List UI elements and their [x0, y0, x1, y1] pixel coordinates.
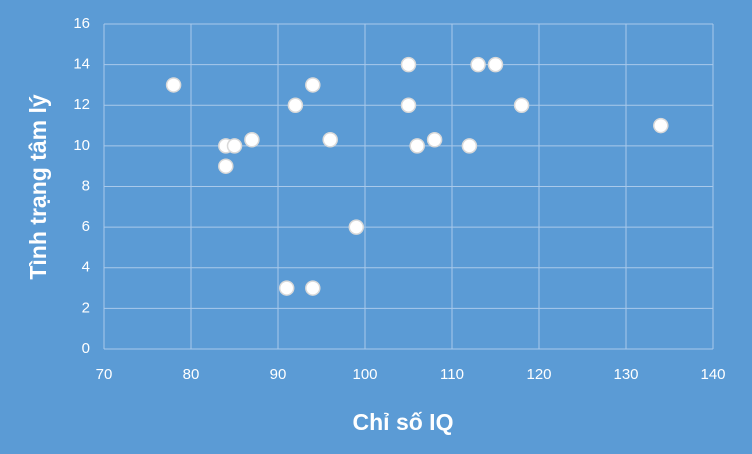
y-tick-label: 12: [73, 96, 90, 113]
y-tick-label: 16: [73, 15, 90, 32]
point: [322, 132, 338, 148]
y-tick-label: 14: [73, 56, 90, 73]
y-tick-label: 8: [82, 177, 90, 194]
x-tick-label: 130: [613, 366, 638, 383]
point: [487, 56, 504, 73]
point: [165, 77, 182, 93]
point: [305, 280, 321, 296]
y-tick-label: 10: [73, 137, 90, 154]
x-tick-label: 120: [526, 366, 551, 383]
y-tick-label: 0: [82, 340, 90, 357]
y-axis-title: Tình trạng tâm lý: [25, 94, 51, 280]
x-tick-label: 80: [183, 366, 200, 383]
x-tick-label: 140: [700, 366, 725, 383]
x-tick-label: 90: [270, 366, 287, 383]
point: [400, 56, 417, 73]
point: [513, 97, 530, 113]
x-axis-title: Chỉ số IQ: [353, 409, 454, 435]
point: [348, 219, 365, 235]
point: [218, 158, 234, 174]
x-tick-label: 100: [352, 366, 377, 383]
point: [244, 132, 260, 148]
point: [305, 77, 321, 93]
y-tick-label: 4: [82, 259, 90, 276]
x-tick-label: 110: [440, 366, 464, 383]
x-tick-label: 70: [96, 366, 113, 383]
point: [287, 97, 304, 113]
point: [461, 138, 478, 154]
point: [409, 138, 425, 154]
point: [400, 97, 417, 113]
point: [226, 138, 243, 154]
y-tick-label: 2: [82, 299, 90, 316]
point: [470, 56, 486, 73]
point: [426, 132, 443, 148]
point: [653, 117, 669, 134]
point: [278, 280, 295, 296]
y-tick-label: 6: [82, 218, 90, 235]
